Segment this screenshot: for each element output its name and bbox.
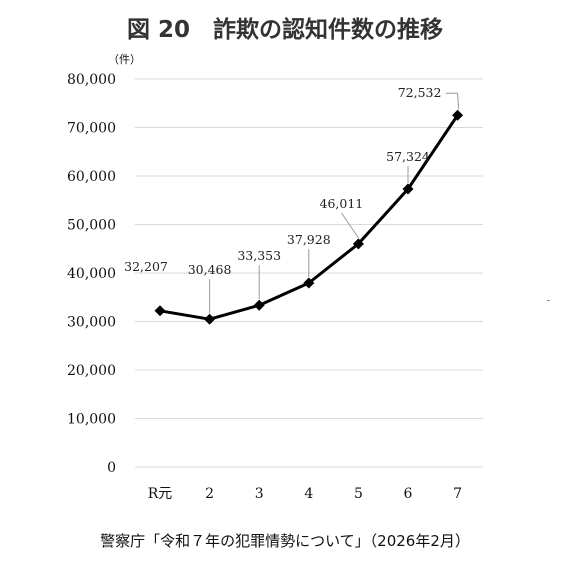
y-tick-label: 70,000 xyxy=(67,121,116,137)
data-marker xyxy=(303,277,315,289)
data-marker xyxy=(204,313,216,325)
y-tick-label: 0 xyxy=(107,460,116,476)
y-tick-label: 10,000 xyxy=(67,412,116,428)
y-axis-ticks: 0 10,000 20,000 30,000 40,000 50,000 60,000 70,… xyxy=(67,72,116,476)
series-line xyxy=(159,114,459,321)
x-tick-label: 6 xyxy=(404,486,413,502)
data-label: 72,532 xyxy=(398,85,442,100)
label-leader xyxy=(340,212,359,239)
x-axis-ticks: R元 2 3 4 5 6 7 xyxy=(148,486,462,502)
data-marker xyxy=(352,238,364,250)
x-tick-label: 7 xyxy=(453,486,462,502)
data-label: 33,353 xyxy=(237,248,281,263)
x-tick-label: 4 xyxy=(304,486,313,502)
source-note: 警察庁「令和７年の犯罪情勢について」（2026年2月） xyxy=(100,532,470,550)
data-label: 46,011 xyxy=(320,196,364,211)
x-tick-label: 3 xyxy=(255,486,264,502)
data-label: 32,207 xyxy=(124,259,168,274)
data-markers xyxy=(154,109,464,325)
y-tick-label: 60,000 xyxy=(67,169,116,185)
y-tick-label: 40,000 xyxy=(67,266,116,282)
label-leaders xyxy=(209,92,460,314)
y-tick-label: 20,000 xyxy=(67,363,116,379)
y-axis-unit: （件） xyxy=(108,53,141,66)
y-tick-label: 30,000 xyxy=(67,315,116,331)
data-label: 57,324 xyxy=(386,149,430,164)
data-labels: 32,207 30,468 33,353 37,928 46,011 57,324 72,5… xyxy=(124,85,441,277)
chart-title: 図 20 詐欺の認知件数の推移 xyxy=(126,17,443,43)
data-label: 30,468 xyxy=(188,262,232,277)
x-tick-label: 2 xyxy=(205,486,214,502)
label-leader xyxy=(445,92,460,110)
data-label: 37,928 xyxy=(287,232,331,247)
x-tick-label: R元 xyxy=(148,486,173,502)
grid-lines xyxy=(135,78,483,468)
data-marker xyxy=(452,109,464,121)
data-marker xyxy=(402,183,414,195)
y-tick-label: 80,000 xyxy=(67,72,116,88)
x-tick-label: 5 xyxy=(354,486,363,502)
data-marker xyxy=(154,305,166,317)
stray-mark xyxy=(547,300,550,301)
y-tick-label: 50,000 xyxy=(67,218,116,234)
data-marker xyxy=(253,299,265,311)
